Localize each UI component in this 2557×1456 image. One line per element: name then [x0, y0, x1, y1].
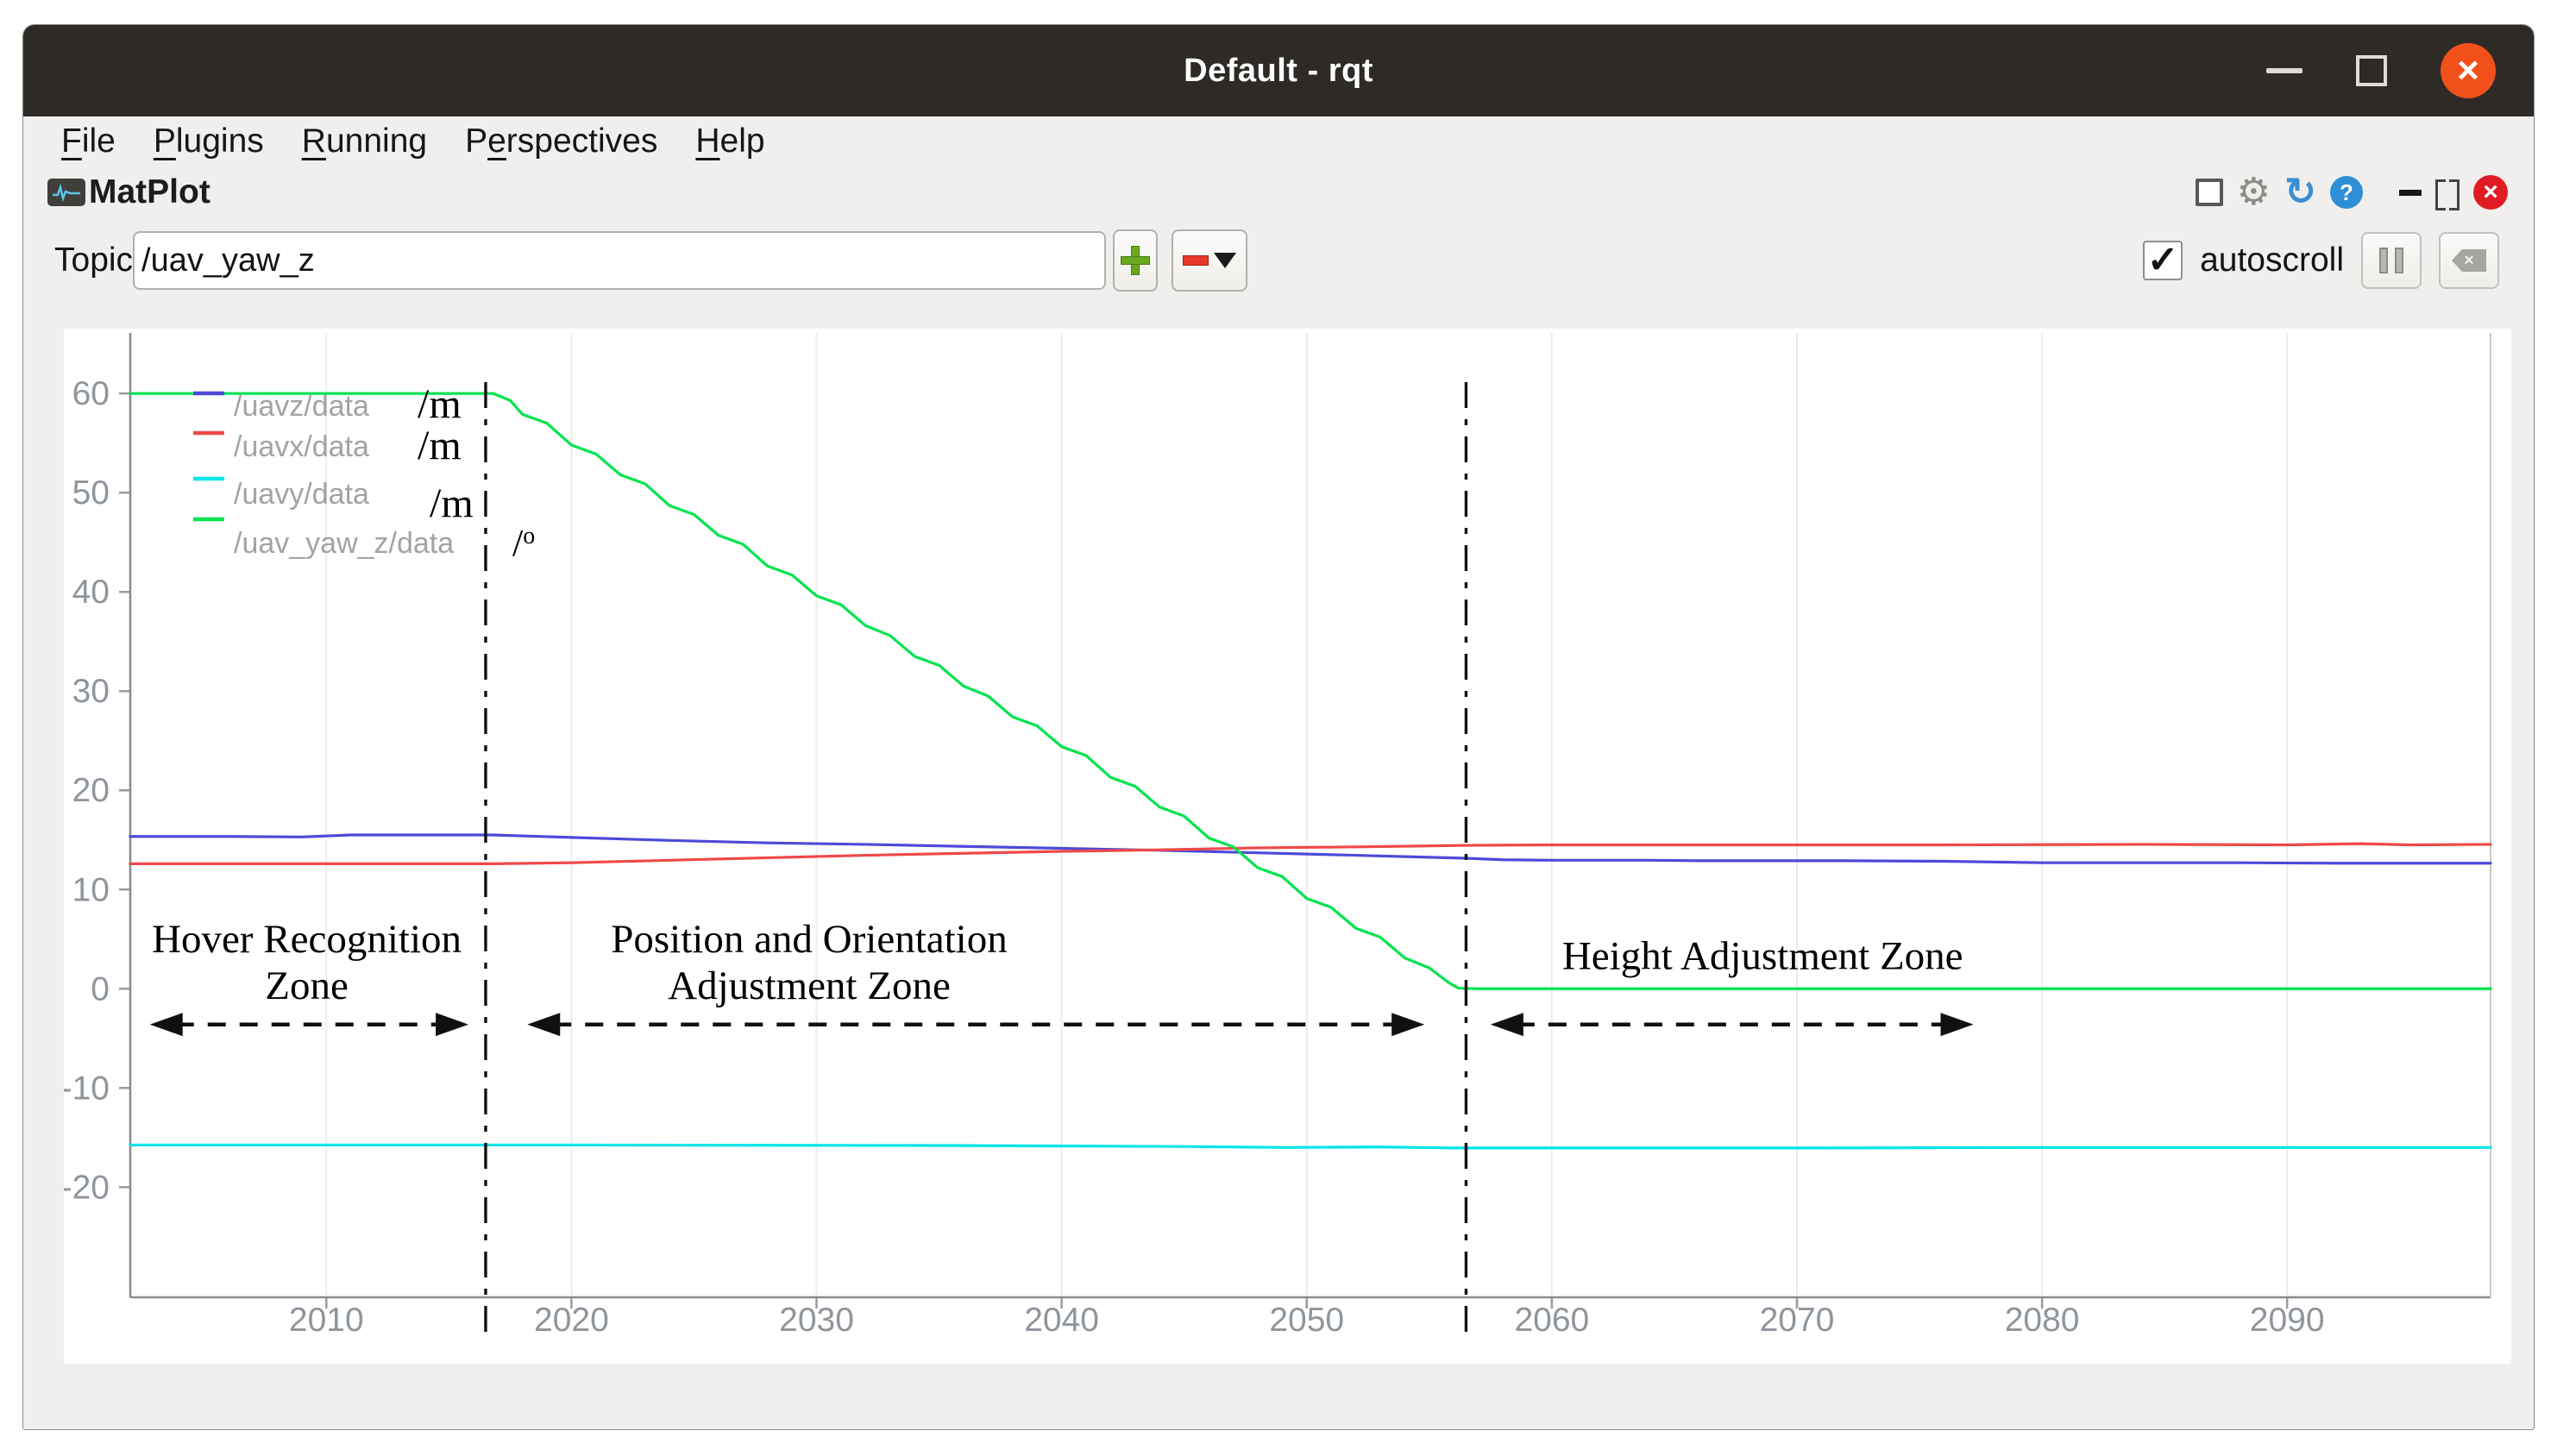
float-icon[interactable]: [2435, 179, 2460, 210]
refresh-icon[interactable]: ↻: [2284, 171, 2316, 213]
minus-icon: [1183, 256, 1208, 265]
y-tick-label: 10: [72, 871, 110, 908]
zone-divider-lines: [484, 382, 1468, 1336]
axes: [119, 333, 2491, 1309]
dropdown-arrow-icon: [1213, 253, 1236, 268]
window-title: Default - rqt: [1184, 52, 1373, 89]
dock-icon[interactable]: [2195, 179, 2223, 206]
x-tick-label: 2060: [1514, 1302, 1589, 1339]
zone-label: Adjustment Zone: [668, 963, 951, 1008]
y-tick-label: -10: [64, 1070, 110, 1107]
gridlines: [325, 333, 2289, 1297]
y-tick-label: 0: [91, 970, 110, 1007]
menu-running[interactable]: Running: [301, 122, 428, 160]
series--uavx-data: [129, 842, 2492, 865]
series--uavz-data: [129, 833, 2492, 865]
menu-help[interactable]: Help: [695, 122, 765, 160]
collapse-icon[interactable]: [2399, 189, 2422, 196]
rqt-window: Default - rqt × File Plugins Running Per…: [22, 24, 2535, 1430]
legend-label: /uav_yaw_z/data: [234, 527, 454, 560]
y-tick-label: 40: [72, 574, 110, 611]
check-icon: ✓: [2146, 239, 2179, 281]
legend-unit: /m: [418, 423, 462, 468]
menu-perspectives[interactable]: Perspectives: [465, 122, 658, 160]
legend-label: /uavz/data: [234, 390, 369, 423]
maximize-button[interactable]: [2356, 55, 2387, 86]
matplot-toolbar: Topic ✓ autoscroll ×: [23, 218, 2534, 303]
y-tick-label: 60: [72, 375, 110, 412]
series--uav_yaw_z-data: [129, 392, 2492, 990]
zone-label: Position and Orientation: [611, 917, 1008, 962]
legend-unit: /o: [512, 522, 535, 564]
zone-label: Zone: [265, 963, 349, 1008]
plugin-toolbar-icons: ⚙ ↻ ? ×: [2195, 171, 2508, 213]
y-tick-label: -20: [64, 1169, 110, 1206]
toolbar-right-group: ✓ autoscroll ×: [2143, 232, 2499, 289]
legend-unit: /m: [430, 480, 474, 526]
matplot-plugin-titlebar: MatPlot ⚙ ↻ ? ×: [23, 166, 2534, 218]
x-tick-label: 2030: [779, 1302, 854, 1339]
gear-icon[interactable]: ⚙: [2236, 171, 2271, 213]
close-icon: ×: [2457, 49, 2479, 91]
x-tick-label: 2080: [2005, 1302, 2080, 1339]
y-tick-label: 20: [72, 772, 110, 809]
topic-input[interactable]: [133, 231, 1107, 290]
pause-button[interactable]: [2361, 232, 2422, 289]
plugin-close-icon: ×: [2483, 178, 2498, 206]
tick-labels: 2010 2020 2030 2040 2050 2060 2070 2080 2090-20-…: [61, 375, 2325, 1339]
menu-plugins[interactable]: Plugins: [153, 122, 264, 160]
legend: /uavz/data/m/uavx/data/m/uavy/data/m/uav…: [193, 381, 535, 564]
add-topic-button[interactable]: [1113, 229, 1159, 292]
pause-icon: [2379, 248, 2388, 273]
zone-label: Height Adjustment Zone: [1562, 933, 1963, 978]
plot-widget: 2010 2020 2030 2040 2050 2060 2070 2080 2090 -20-…: [61, 329, 2511, 1364]
plus-icon: [1121, 247, 1150, 274]
menu-bar: File Plugins Running Perspectives Help: [23, 116, 2534, 166]
titlebar[interactable]: Default - rqt ×: [23, 25, 2534, 116]
menu-file[interactable]: File: [61, 122, 116, 160]
topic-label: Topic: [54, 242, 134, 279]
autoscroll-checkbox[interactable]: ✓: [2143, 241, 2183, 280]
x-tick-label: 2090: [2250, 1302, 2325, 1339]
clear-icon: ×: [2452, 249, 2486, 272]
plugin-close-button[interactable]: ×: [2473, 175, 2508, 210]
window-controls: ×: [2266, 25, 2496, 116]
close-button[interactable]: ×: [2441, 43, 2496, 98]
help-icon[interactable]: ?: [2330, 176, 2363, 209]
remove-topic-button[interactable]: [1172, 229, 1248, 292]
y-tick-label: 30: [72, 673, 110, 710]
legend-label: /uavx/data: [234, 430, 369, 463]
plugin-title: MatPlot: [89, 173, 210, 210]
x-tick-label: 2010: [289, 1302, 364, 1339]
clear-button[interactable]: ×: [2439, 232, 2499, 289]
x-tick-label: 2040: [1024, 1302, 1099, 1339]
plot-canvas[interactable]: 2010 2020 2030 2040 2050 2060 2070 2080 2090-20-…: [61, 329, 2511, 1346]
series--uavy-data: [129, 1143, 2492, 1150]
x-tick-label: 2050: [1269, 1302, 1344, 1339]
x-tick-label: 2020: [534, 1302, 609, 1339]
minimize-button[interactable]: [2266, 68, 2303, 73]
legend-unit: /m: [418, 381, 462, 427]
zone-label: Hover Recognition: [152, 917, 462, 962]
y-tick-label: 50: [72, 474, 110, 511]
matplot-icon: [47, 179, 85, 206]
autoscroll-label: autoscroll: [2200, 242, 2344, 279]
legend-label: /uavy/data: [234, 478, 369, 511]
x-tick-label: 2070: [1760, 1302, 1835, 1339]
